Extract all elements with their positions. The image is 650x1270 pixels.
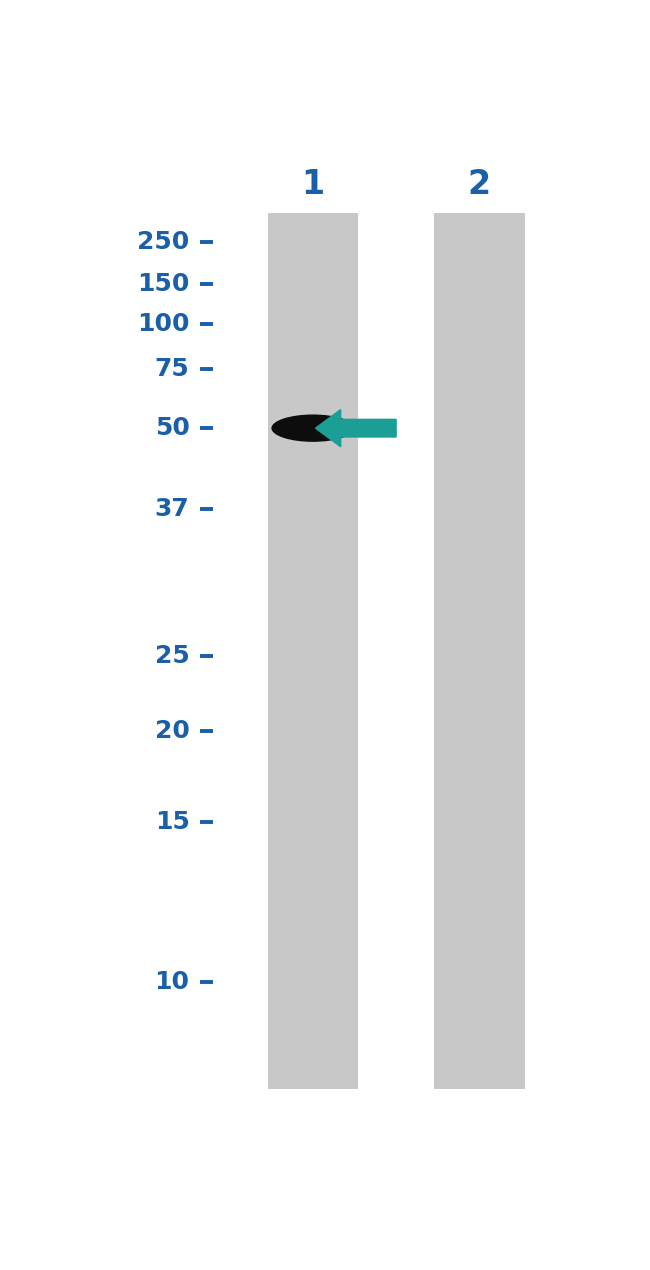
- Bar: [434, 213, 525, 1090]
- Text: 20: 20: [155, 719, 190, 743]
- Ellipse shape: [272, 414, 354, 442]
- Bar: [268, 213, 358, 1090]
- Text: 15: 15: [155, 810, 190, 834]
- Text: 250: 250: [137, 230, 190, 254]
- Text: 1: 1: [302, 169, 324, 202]
- Text: 50: 50: [155, 417, 190, 441]
- FancyArrow shape: [315, 410, 396, 447]
- Text: 75: 75: [155, 357, 190, 381]
- Text: 10: 10: [155, 970, 190, 993]
- Text: 100: 100: [137, 311, 190, 335]
- Text: 2: 2: [467, 169, 491, 202]
- Text: 37: 37: [155, 498, 190, 521]
- Text: 150: 150: [137, 273, 190, 296]
- Text: 25: 25: [155, 644, 190, 668]
